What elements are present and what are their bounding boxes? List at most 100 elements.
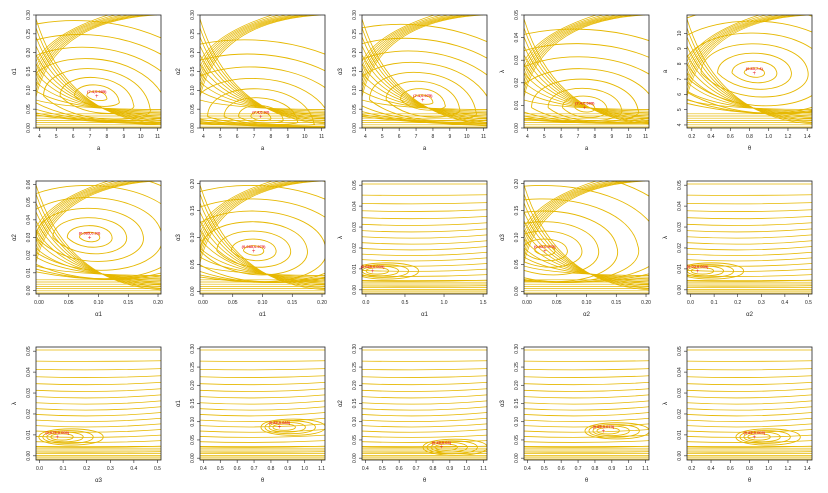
y-tick-label: 0.05 (352, 104, 358, 114)
x-tick-label: 5 (55, 134, 58, 140)
x-tick-label: 1.1 (642, 466, 649, 472)
y-tick-label: 0.00 (352, 285, 358, 295)
x-tick-label: 0.5 (541, 466, 548, 472)
y-tick-label: 0.10 (352, 85, 358, 95)
y-axis-label: α1 (176, 399, 182, 406)
contour-lines (362, 183, 487, 294)
y-tick-label: 0.20 (352, 380, 358, 390)
x-tick-label: 1.5 (480, 300, 487, 306)
x-axis-label: θ (423, 478, 427, 484)
y-tick-label: 0.05 (352, 435, 358, 445)
optimum-marker: + (421, 98, 425, 104)
contour-line (230, 238, 277, 262)
x-tick-label: 0.4 (200, 466, 207, 472)
contour-line (200, 63, 325, 117)
contour-chart: 4 5 6 7 8 9 10 11 0.00 0.01 0.02 0.03 0.04 0.05 a λ +(7.… (500, 10, 650, 152)
contour-line (687, 18, 812, 125)
x-tick-label: 1.2 (784, 466, 791, 472)
x-tick-label: 0.4 (708, 134, 715, 140)
contour-line (687, 268, 812, 272)
x-tick-label: 0.8 (591, 466, 598, 472)
contour-line (524, 211, 649, 286)
contour-line (86, 90, 108, 102)
contour-line (362, 262, 419, 280)
y-tick-label: 0.25 (352, 29, 358, 39)
contour-line (264, 420, 316, 435)
contour-line (687, 228, 812, 233)
contour-line (362, 440, 487, 443)
plot-frame (523, 14, 650, 129)
contour-line (36, 15, 123, 74)
x-tick-label: 9 (610, 134, 613, 140)
contour-line (362, 434, 487, 438)
contour-line (36, 15, 130, 79)
contour-line (687, 251, 812, 256)
optimum-label: (0.085,0.075) (242, 244, 266, 249)
y-tick-label: 0.01 (677, 264, 683, 274)
optimum-marker: + (252, 249, 256, 255)
y-tick-label: 0.03 (514, 55, 520, 65)
contour-line (200, 360, 325, 362)
contour-line (743, 67, 765, 78)
contour-line (200, 375, 325, 378)
x-tick-label: 0.8 (267, 466, 274, 472)
x-tick-label: 0.9 (446, 466, 453, 472)
contour-line (36, 417, 161, 422)
contour-line (42, 430, 94, 444)
x-tick-label: 0.10 (258, 300, 268, 306)
optimum-label: (0.85,0.03) (432, 440, 452, 445)
contour-line (362, 412, 487, 417)
contour-line (524, 210, 618, 282)
contour-line (687, 15, 795, 89)
contour-line (524, 388, 649, 392)
contour-line (524, 202, 649, 287)
x-tick-label: 0.8 (746, 134, 753, 140)
x-tick-label: 10 (464, 134, 470, 140)
x-tick-label: 0.1 (60, 466, 67, 472)
contour-line (524, 43, 649, 124)
y-tick-label: 0.00 (190, 123, 196, 133)
contour-line (524, 15, 604, 68)
contour-line (200, 81, 325, 114)
contour-line (362, 381, 487, 386)
contour-chart: 0.0 0.5 1.0 1.5 0.00 0.01 0.02 0.03 0.04 0.05 α1 λ +… (338, 180, 488, 318)
x-axis-label: a (261, 146, 265, 152)
y-axis-label: α3 (176, 233, 182, 240)
x-tick-label: 0.7 (413, 466, 420, 472)
contour-panel: 0.00 0.05 0.10 0.15 0.20 0.00 0.05 0.10 0.15 0.20… (496, 172, 658, 327)
contour-line (268, 421, 306, 433)
contour-line (524, 368, 649, 371)
x-tick-label: 1.0 (441, 300, 448, 306)
y-tick-label: 0.02 (677, 409, 683, 419)
contour-line (36, 181, 151, 260)
x-tick-label: 8 (270, 134, 273, 140)
contour-line (687, 15, 802, 94)
y-tick-label: 0.25 (190, 29, 196, 39)
y-tick-label: 0.01 (26, 268, 32, 278)
contour-line (687, 388, 812, 392)
optimum-label: (7.4,0.009) (575, 101, 595, 106)
contour-line (66, 225, 113, 248)
contour-line (36, 360, 161, 362)
y-tick-label: 0.03 (677, 388, 683, 398)
x-tick-label: 10 (626, 134, 632, 140)
x-tick-label: 1.0 (765, 466, 772, 472)
y-tick-label: 0.30 (352, 10, 358, 20)
contour-line (362, 15, 463, 84)
contour-line (200, 15, 273, 63)
x-tick-label: 0.20 (153, 300, 163, 306)
contour-line (200, 15, 315, 94)
x-tick-label: 9 (122, 134, 125, 140)
contour-line (524, 440, 649, 443)
contour-line (687, 63, 812, 117)
y-tick-label: 0.15 (190, 206, 196, 216)
contour-line (200, 412, 325, 417)
contour-line (687, 81, 812, 114)
contour-line (524, 15, 618, 79)
x-tick-label: 0.00 (522, 300, 532, 306)
optimum-marker: + (371, 269, 375, 275)
x-tick-label: 0.6 (234, 466, 241, 472)
contour-line (687, 360, 812, 362)
y-tick-label: 0.05 (514, 259, 520, 269)
contour-line (36, 197, 161, 271)
